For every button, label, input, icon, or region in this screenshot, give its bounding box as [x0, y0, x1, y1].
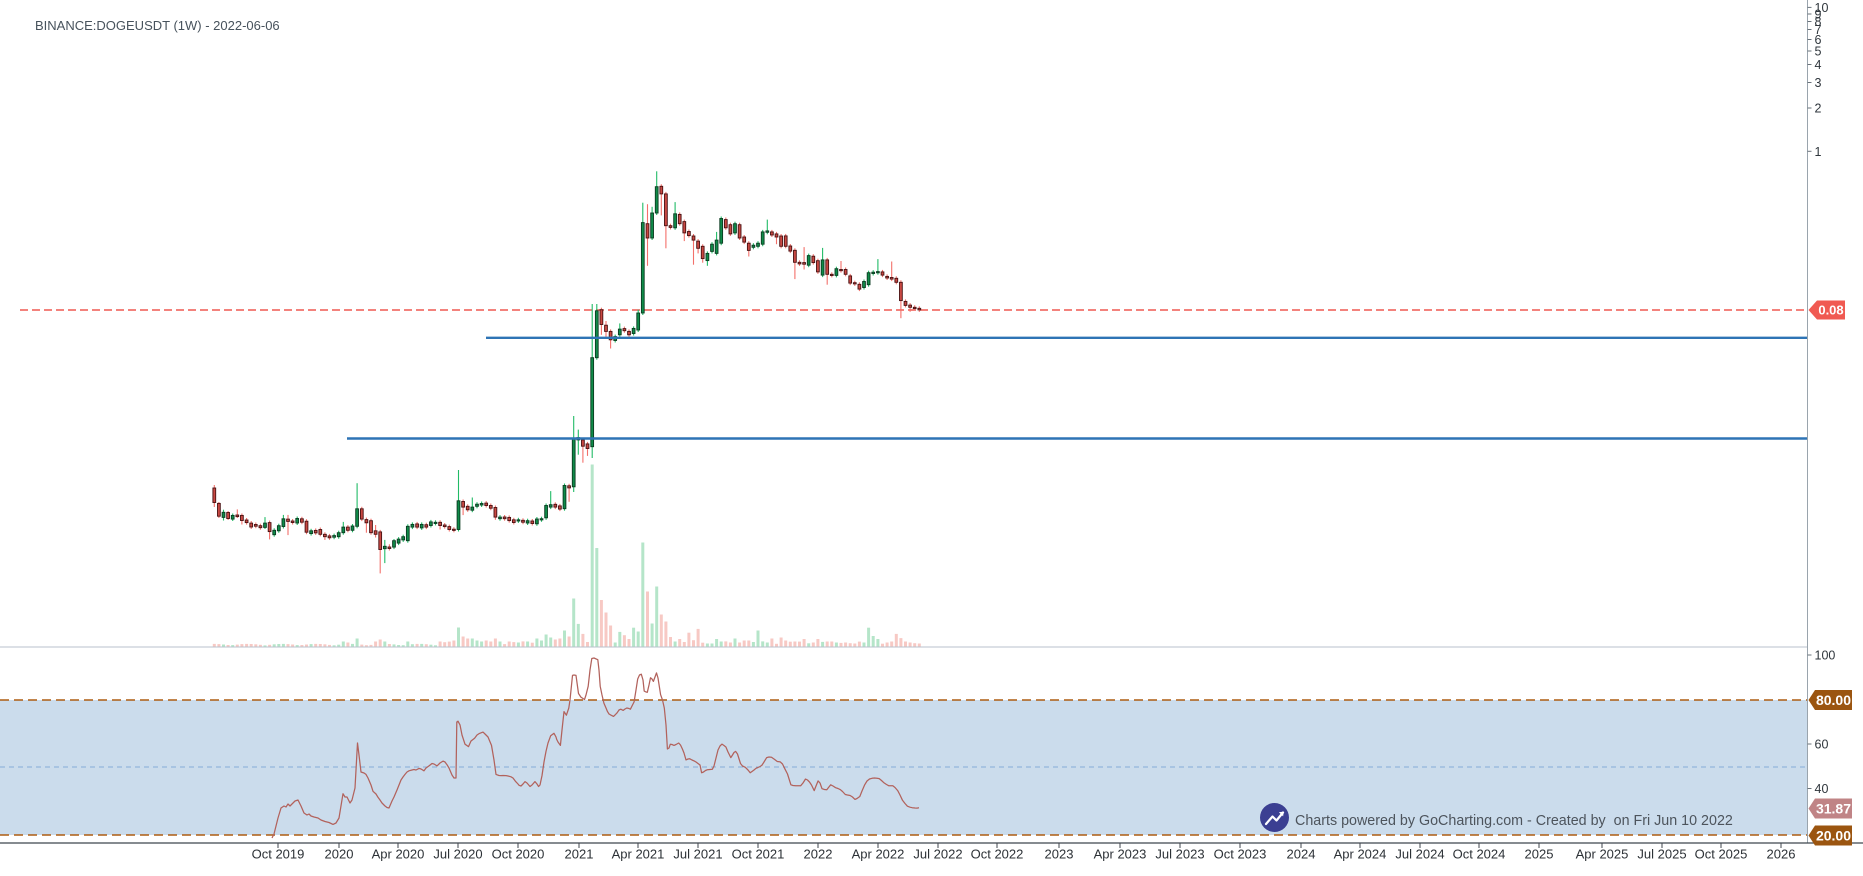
svg-text:20.00: 20.00 [1816, 828, 1851, 844]
svg-text:4: 4 [1815, 58, 1822, 72]
svg-text:Oct 2022: Oct 2022 [971, 847, 1024, 862]
svg-text:Apr 2025: Apr 2025 [1576, 847, 1629, 862]
svg-text:2022: 2022 [804, 847, 833, 862]
svg-text:2024: 2024 [1287, 847, 1316, 862]
svg-text:Jul 2021: Jul 2021 [673, 847, 722, 862]
svg-text:Oct 2023: Oct 2023 [1214, 847, 1267, 862]
svg-text:2: 2 [1815, 102, 1822, 116]
svg-text:31.87: 31.87 [1816, 801, 1851, 817]
svg-text:Oct 2024: Oct 2024 [1453, 847, 1506, 862]
svg-text:7: 7 [1815, 23, 1822, 37]
svg-text:2026: 2026 [1767, 847, 1796, 862]
svg-text:Apr 2024: Apr 2024 [1334, 847, 1387, 862]
svg-text:2025: 2025 [1525, 847, 1554, 862]
svg-text:10: 10 [1815, 1, 1829, 15]
svg-text:Apr 2021: Apr 2021 [612, 847, 665, 862]
svg-text:Oct 2019: Oct 2019 [252, 847, 305, 862]
svg-text:Apr 2020: Apr 2020 [372, 847, 425, 862]
svg-text:Oct 2020: Oct 2020 [492, 847, 545, 862]
svg-text:100: 100 [1815, 649, 1836, 663]
svg-text:60: 60 [1815, 738, 1829, 752]
svg-text:0.08: 0.08 [1818, 303, 1843, 318]
svg-text:8: 8 [1815, 15, 1822, 29]
svg-text:40: 40 [1815, 782, 1829, 796]
svg-text:2021: 2021 [565, 847, 594, 862]
svg-text:2020: 2020 [325, 847, 354, 862]
svg-text:Jul 2020: Jul 2020 [433, 847, 482, 862]
svg-text:Oct 2025: Oct 2025 [1695, 847, 1748, 862]
svg-text:9: 9 [1815, 8, 1822, 22]
svg-text:1: 1 [1815, 145, 1822, 159]
svg-text:Charts powered by GoCharting.c: Charts powered by GoCharting.com - Creat… [1295, 813, 1733, 829]
svg-text:Jul 2024: Jul 2024 [1395, 847, 1444, 862]
svg-text:2023: 2023 [1045, 847, 1074, 862]
svg-text:6: 6 [1815, 33, 1822, 47]
svg-text:Jul 2022: Jul 2022 [913, 847, 962, 862]
svg-text:Apr 2023: Apr 2023 [1094, 847, 1147, 862]
svg-text:Jul 2025: Jul 2025 [1637, 847, 1686, 862]
svg-text:5: 5 [1815, 45, 1822, 59]
svg-text:BINANCE:DOGEUSDT (1W) - 2022-0: BINANCE:DOGEUSDT (1W) - 2022-06-06 [35, 18, 280, 33]
svg-text:3: 3 [1815, 76, 1822, 90]
svg-text:Apr 2022: Apr 2022 [852, 847, 905, 862]
svg-text:80.00: 80.00 [1816, 692, 1851, 708]
svg-text:Jul 2023: Jul 2023 [1155, 847, 1204, 862]
svg-text:Oct 2021: Oct 2021 [732, 847, 785, 862]
